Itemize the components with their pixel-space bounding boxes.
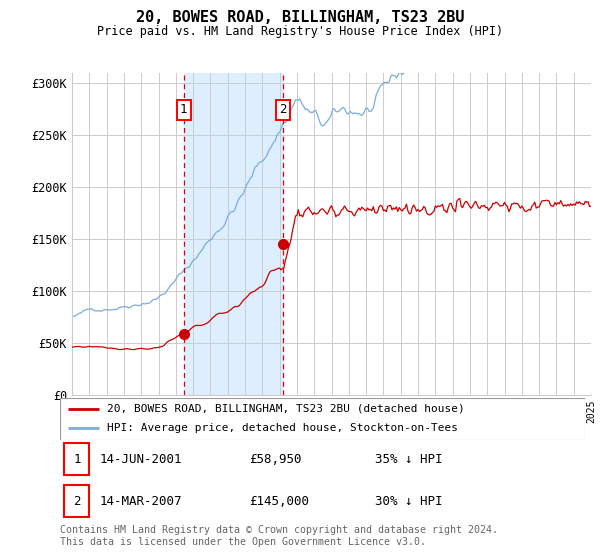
Text: 2: 2 xyxy=(280,104,287,116)
Text: £58,950: £58,950 xyxy=(249,452,302,465)
FancyBboxPatch shape xyxy=(60,398,585,440)
Text: Contains HM Land Registry data © Crown copyright and database right 2024.
This d: Contains HM Land Registry data © Crown c… xyxy=(60,525,498,547)
Text: 35% ↓ HPI: 35% ↓ HPI xyxy=(375,452,443,465)
Text: HPI: Average price, detached house, Stockton-on-Tees: HPI: Average price, detached house, Stoc… xyxy=(107,423,458,433)
Bar xyxy=(184,73,283,395)
Text: 2: 2 xyxy=(73,495,80,508)
Text: 20, BOWES ROAD, BILLINGHAM, TS23 2BU: 20, BOWES ROAD, BILLINGHAM, TS23 2BU xyxy=(136,10,464,25)
Text: 14-MAR-2007: 14-MAR-2007 xyxy=(100,495,182,508)
FancyBboxPatch shape xyxy=(64,443,89,475)
Text: 14-JUN-2001: 14-JUN-2001 xyxy=(100,452,182,465)
FancyBboxPatch shape xyxy=(64,486,89,517)
Text: 1: 1 xyxy=(180,104,188,116)
Text: 1: 1 xyxy=(73,452,80,465)
Text: Price paid vs. HM Land Registry's House Price Index (HPI): Price paid vs. HM Land Registry's House … xyxy=(97,25,503,38)
Text: £145,000: £145,000 xyxy=(249,495,309,508)
Text: 30% ↓ HPI: 30% ↓ HPI xyxy=(375,495,443,508)
Text: 20, BOWES ROAD, BILLINGHAM, TS23 2BU (detached house): 20, BOWES ROAD, BILLINGHAM, TS23 2BU (de… xyxy=(107,404,465,414)
